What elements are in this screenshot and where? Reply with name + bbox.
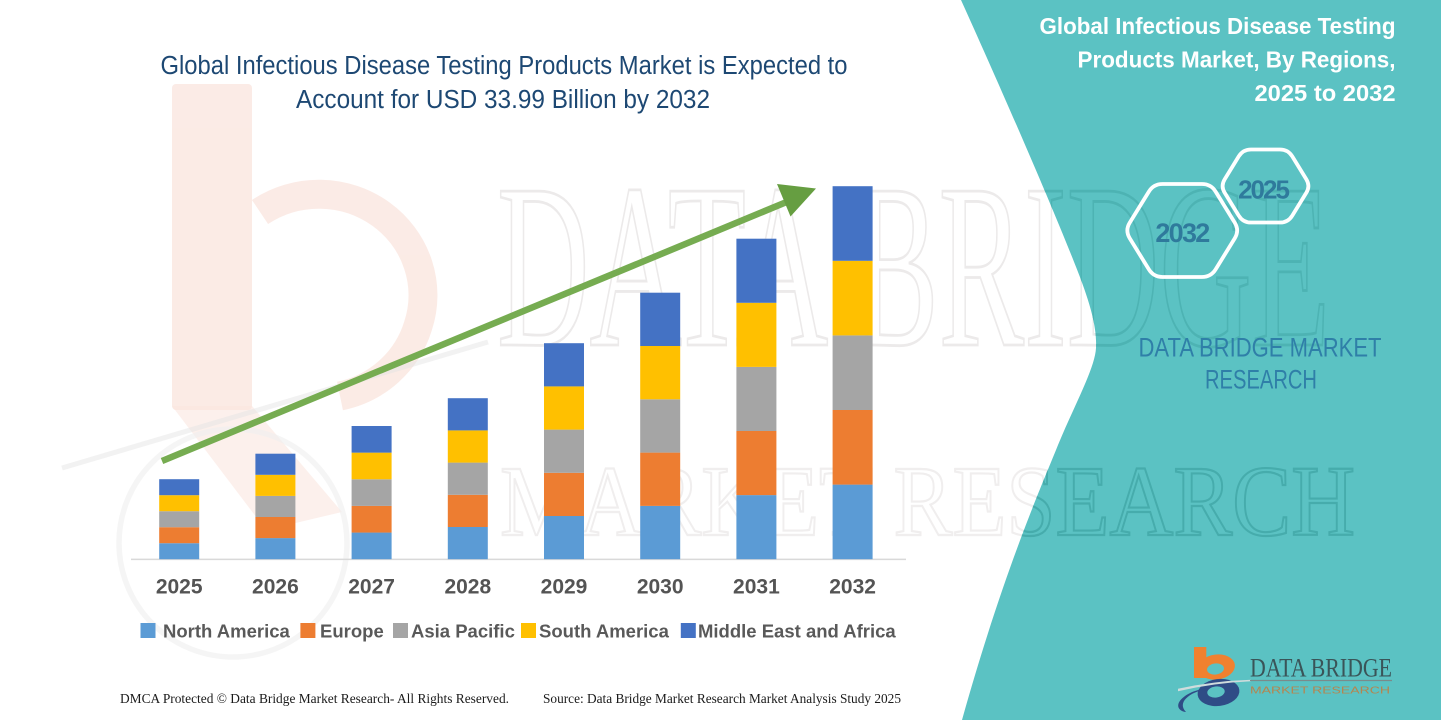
svg-text:MARKET RESEARCH: MARKET RESEARCH [1250,686,1390,697]
svg-text:Source: Data Bridge Market Res: Source: Data Bridge Market Research Mark… [543,692,901,707]
svg-text:2032: 2032 [1155,218,1209,248]
svg-text:2032: 2032 [829,576,876,599]
svg-text:Asia Pacific: Asia Pacific [411,621,515,642]
svg-text:RESEARCH: RESEARCH [1205,365,1317,395]
svg-text:DATA BRIDGE MARKET: DATA BRIDGE MARKET [1139,333,1382,363]
svg-text:South America: South America [539,621,670,642]
svg-text:DMCA Protected © Data Bridge M: DMCA Protected © Data Bridge Market Rese… [120,692,509,707]
svg-text:Account for USD 33.99 Billion: Account for USD 33.99 Billion by 2032 [296,86,710,114]
svg-text:Products Market, By Regions,: Products Market, By Regions, [1078,47,1396,73]
svg-text:2025: 2025 [156,576,203,599]
svg-text:2026: 2026 [252,576,299,599]
svg-text:2025: 2025 [1238,175,1289,205]
svg-text:2028: 2028 [444,576,491,599]
svg-text:2025 to 2032: 2025 to 2032 [1255,80,1396,106]
svg-text:North America: North America [163,621,291,642]
svg-text:2031: 2031 [733,576,780,599]
svg-text:DATA BRIDGE: DATA BRIDGE [1250,654,1392,683]
svg-text:Global Infectious Disease Test: Global Infectious Disease Testing [1040,13,1396,39]
svg-text:2029: 2029 [541,576,588,599]
svg-text:Middle East and Africa: Middle East and Africa [698,621,896,642]
svg-text:Europe: Europe [320,621,384,642]
svg-text:2030: 2030 [637,576,684,599]
svg-text:2027: 2027 [348,576,395,599]
svg-text:Global Infectious Disease Test: Global Infectious Disease Testing Produc… [161,52,848,80]
